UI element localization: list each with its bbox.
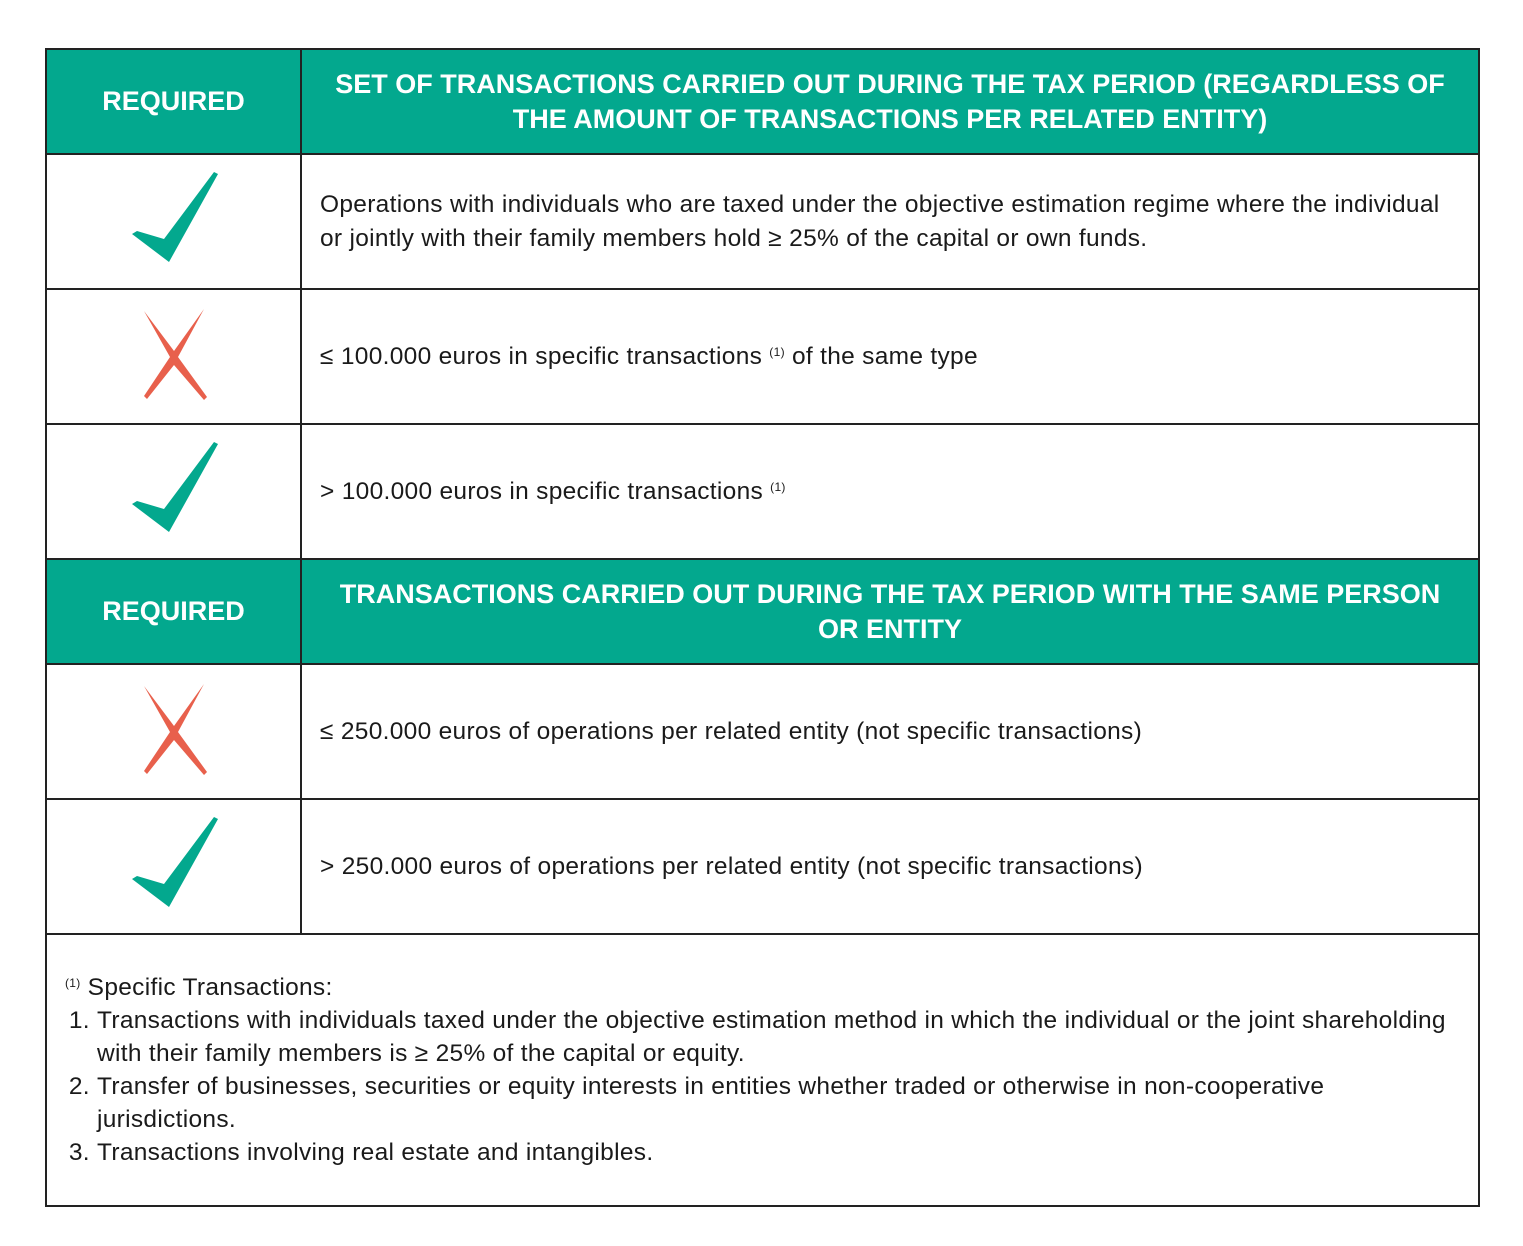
table-row: > 250.000 euros of operations per relate… (47, 800, 1478, 935)
footnote-item: Transfer of businesses, securities or eq… (97, 1070, 1460, 1136)
footnote-item: Transactions involving real estate and i… (97, 1136, 1460, 1169)
row-text: ≤ 250.000 euros of operations per relate… (320, 717, 1143, 745)
table-row: > 100.000 euros in specific transactions… (47, 425, 1478, 560)
table-row: ≤ 250.000 euros of operations per relate… (47, 665, 1478, 800)
row-text: Operations with individuals who are taxe… (320, 191, 1440, 252)
row-text: ≤ 100.000 euros in specific transactions… (320, 342, 978, 370)
check-icon (131, 816, 218, 907)
footnote-list: Transactions with individuals taxed unde… (65, 1004, 1460, 1169)
required-column-header: REQUIRED (47, 50, 302, 153)
required-column-header: REQUIRED (47, 560, 302, 663)
footnote-item: Transactions with individuals taxed unde… (97, 1004, 1460, 1070)
footnote-ref: (1) (769, 344, 785, 359)
check-icon (131, 441, 218, 532)
section-header: REQUIRED SET OF TRANSACTIONS CARRIED OUT… (47, 50, 1478, 155)
footnote: (1) Specific Transactions: Transactions … (47, 935, 1478, 1205)
section-title: TRANSACTIONS CARRIED OUT DURING THE TAX … (339, 578, 1441, 644)
table-row: ≤ 100.000 euros in specific transactions… (47, 290, 1478, 425)
row-text: > 250.000 euros of operations per relate… (320, 852, 1143, 880)
cross-icon (143, 683, 207, 775)
requirements-table: REQUIRED SET OF TRANSACTIONS CARRIED OUT… (45, 48, 1480, 1207)
check-icon (131, 171, 218, 262)
row-text: > 100.000 euros in specific transactions… (320, 477, 786, 505)
table-row: Operations with individuals who are taxe… (47, 155, 1478, 290)
footnote-ref: (1) (770, 479, 786, 494)
cross-icon (143, 308, 207, 400)
section-header: REQUIRED TRANSACTIONS CARRIED OUT DURING… (47, 560, 1478, 665)
footnote-title: (1) Specific Transactions: (65, 974, 333, 1001)
section-title: SET OF TRANSACTIONS CARRIED OUT DURING T… (335, 68, 1445, 134)
